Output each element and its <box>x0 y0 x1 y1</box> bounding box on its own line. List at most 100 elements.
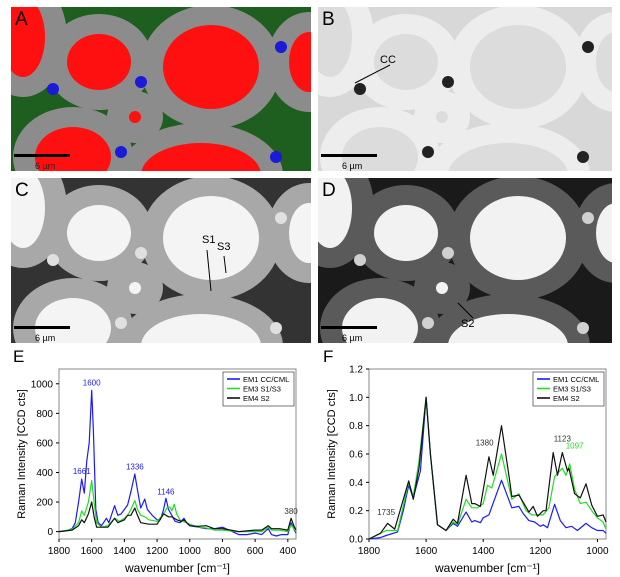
annotation-s3: S3 <box>217 241 231 253</box>
chart-e-raman-spectra: 1800 1600 1400 1200 1000 800 600 400 0 200 400 600 8… <box>16 368 298 575</box>
y-tick-label: 200 <box>36 498 53 509</box>
cell-corner <box>354 254 366 266</box>
cell-corner <box>47 83 59 95</box>
peak-label: 1735 <box>377 508 395 517</box>
y-tick-label: 0.2 <box>349 506 363 517</box>
y-tick-label: 800 <box>36 409 53 420</box>
cell-lumen <box>448 143 568 171</box>
scale-bar <box>321 326 377 329</box>
cell-lumen <box>342 298 418 343</box>
y-tick-label: 0.8 <box>349 421 363 432</box>
scale-label: 6 µm <box>342 333 363 343</box>
legend-entry: EM1 CC/CML <box>243 375 289 384</box>
series-line-em4 <box>368 396 607 540</box>
y-tick-label: 1.0 <box>349 393 363 404</box>
cell-corner <box>422 146 434 158</box>
peak-label: 1600 <box>83 378 101 387</box>
annotation-arrow <box>457 302 474 319</box>
cell-corner <box>442 247 454 259</box>
cell-lumen <box>35 127 111 171</box>
y-tick-label: 0 <box>47 527 53 538</box>
x-tick-label: 1400 <box>113 546 136 557</box>
x-tick-label: 1000 <box>586 546 609 557</box>
cell-lumen <box>11 7 45 77</box>
scale-label: 6 µm <box>35 333 56 343</box>
peak-label: 380 <box>284 507 298 516</box>
y-tick-label: 400 <box>36 468 53 479</box>
cell-corner <box>47 254 59 266</box>
legend-entry: EM3 S1/S3 <box>553 385 591 394</box>
y-tick-label: 1000 <box>31 379 54 390</box>
series-line-em4 <box>58 501 297 533</box>
y-axis-label: Raman Intensity [CCD cts] <box>16 389 28 519</box>
cell-lumen <box>436 282 448 294</box>
cell-wall <box>574 12 612 112</box>
annotation-arrow <box>223 255 227 274</box>
cell-lumen <box>163 196 259 280</box>
legend-box <box>532 371 605 407</box>
series-line-em1 <box>58 389 297 537</box>
cell-lumen <box>448 314 568 343</box>
cell-corner <box>275 41 287 53</box>
x-axis-label: wavenumber [cm⁻¹] <box>124 561 230 575</box>
micrograph-c <box>11 178 311 343</box>
cell-lumen <box>374 34 438 90</box>
cell-lumen <box>289 32 311 92</box>
panel-letter: B <box>322 9 335 30</box>
cell-lumen <box>318 7 352 77</box>
chart-f-letter: F <box>323 347 334 366</box>
x-axis-label: wavenumber [cm⁻¹] <box>434 561 540 575</box>
cell-corner <box>270 151 282 163</box>
peak-label: 1146 <box>157 488 175 497</box>
cell-lumen <box>436 111 448 123</box>
panel-d-micrograph: D 6 µm S2 <box>318 178 612 343</box>
legend-entry: EM1 CC/CML <box>553 375 599 384</box>
cell-corner <box>275 212 287 224</box>
panel-c-micrograph: C 6 µm S1 S3 <box>11 178 311 343</box>
cell-corner <box>442 76 454 88</box>
cell-corner <box>354 83 366 95</box>
peak-label: 1661 <box>73 467 91 476</box>
cell-corner <box>582 41 594 53</box>
x-tick-label: 1600 <box>415 546 438 557</box>
cell-corner <box>115 146 127 158</box>
annotation-s1: S1 <box>202 234 216 246</box>
cell-lumen <box>342 127 418 171</box>
y-tick-label: 0.4 <box>349 478 363 489</box>
cell-lumen <box>141 143 261 171</box>
cell-corner <box>135 76 147 88</box>
annotation-arrow <box>354 64 391 84</box>
scale-label: 6 µm <box>342 161 363 171</box>
legend-entry: EM4 S2 <box>553 394 580 403</box>
cell-lumen <box>289 203 311 263</box>
cell-lumen <box>318 178 352 248</box>
scale-bar <box>14 154 70 157</box>
y-tick-label: 0.0 <box>349 535 363 546</box>
cell-lumen <box>596 32 612 92</box>
annotation-arrow <box>206 249 212 292</box>
chart-f-raman-spectra-normalized: 1800 1600 1400 1200 1000 0.0 0.2 0.4 0.6 0.8 1.0 1.… <box>326 365 609 576</box>
panel-letter: D <box>322 180 336 201</box>
panel-b-micrograph: B 6 µm CC <box>318 7 612 171</box>
series-line-em3 <box>58 480 297 533</box>
cell-corner <box>577 322 589 334</box>
y-tick-label: 1.2 <box>349 365 363 376</box>
peak-label: 1380 <box>476 439 494 448</box>
cell-lumen <box>470 25 566 109</box>
scale-label: 6 µm <box>35 161 56 171</box>
x-tick-label: 1400 <box>472 546 495 557</box>
y-tick-label: 600 <box>36 438 53 449</box>
micrograph-a <box>11 7 311 171</box>
y-axis-label: Raman Intensity [CCD cts] <box>326 389 338 519</box>
scale-bar <box>14 326 70 329</box>
cell-lumen <box>596 203 612 263</box>
cell-lumen <box>374 205 438 261</box>
x-tick-label: 1200 <box>529 546 552 557</box>
y-tick-label: 0.6 <box>349 450 363 461</box>
cell-lumen <box>129 111 141 123</box>
x-tick-label: 1000 <box>179 546 202 557</box>
cell-lumen <box>129 282 141 294</box>
cell-lumen <box>67 205 131 261</box>
cell-lumen <box>35 298 111 343</box>
micrograph-b <box>318 7 612 171</box>
